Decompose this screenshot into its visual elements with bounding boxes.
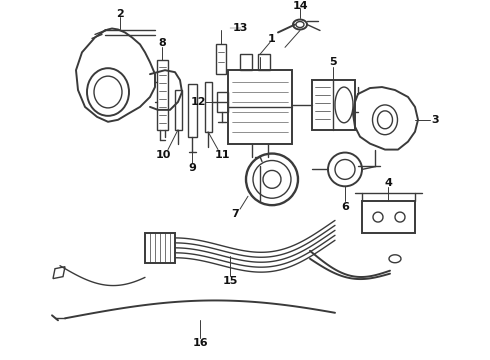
Text: 2: 2 xyxy=(116,9,124,19)
Text: 10: 10 xyxy=(155,149,171,159)
Text: 8: 8 xyxy=(158,39,166,48)
Text: 4: 4 xyxy=(384,178,392,188)
Text: 16: 16 xyxy=(192,338,208,348)
Text: 13: 13 xyxy=(232,23,247,32)
Text: 11: 11 xyxy=(214,149,230,159)
Text: 15: 15 xyxy=(222,276,238,285)
Text: 14: 14 xyxy=(292,1,308,11)
Text: 12: 12 xyxy=(190,97,206,107)
Text: 3: 3 xyxy=(431,115,439,125)
Text: 6: 6 xyxy=(341,202,349,212)
Text: 7: 7 xyxy=(231,209,239,219)
Text: 5: 5 xyxy=(329,57,337,67)
Text: 1: 1 xyxy=(268,35,276,44)
Text: 9: 9 xyxy=(188,163,196,174)
